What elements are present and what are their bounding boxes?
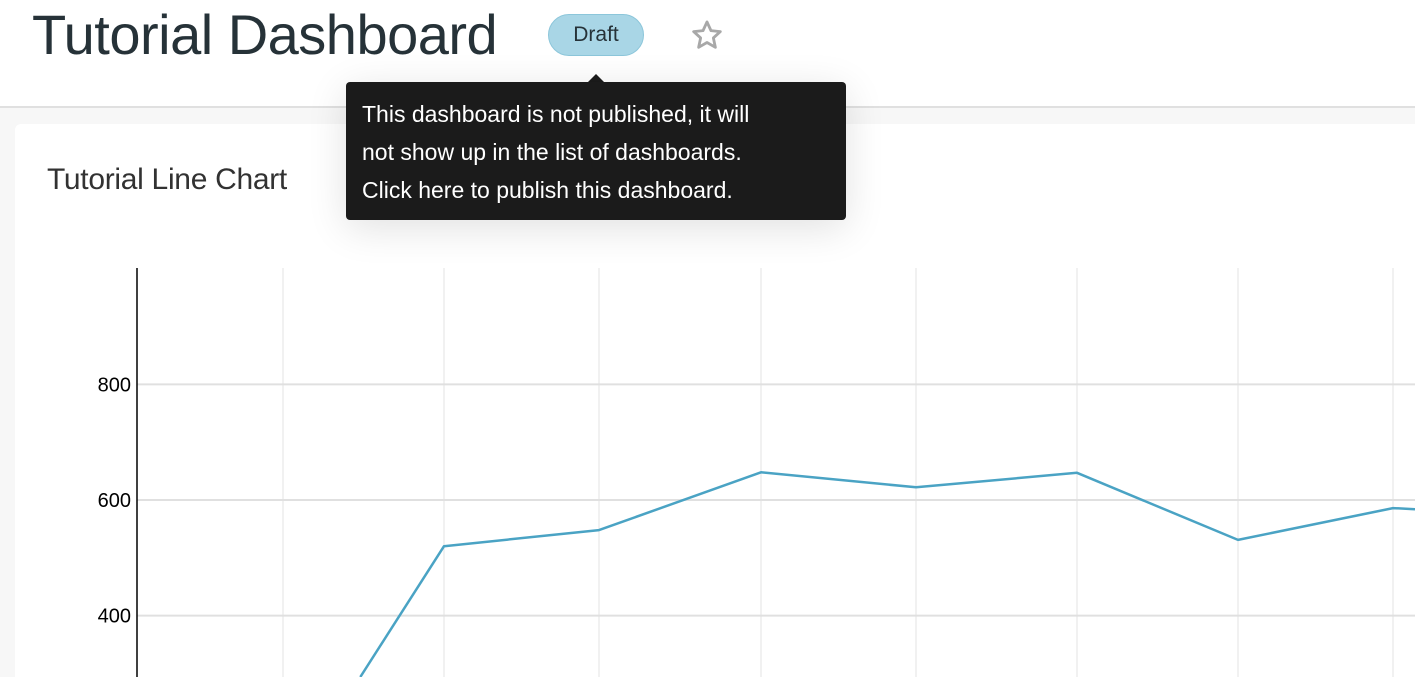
chart-title: Tutorial Line Chart <box>47 163 287 196</box>
draft-status-badge[interactable]: Draft <box>548 14 644 56</box>
tooltip-arrow <box>588 74 604 82</box>
publish-tooltip[interactable]: This dashboard is not published, it will… <box>346 82 846 220</box>
tooltip-line: not show up in the list of dashboards. <box>362 139 742 165</box>
y-tick-label: 400 <box>98 606 131 628</box>
tooltip-line: This dashboard is not published, it will <box>362 101 750 127</box>
series-line <box>359 471 1415 677</box>
star-icon[interactable] <box>690 18 724 52</box>
tooltip-line: Click here to publish this dashboard. <box>362 177 733 203</box>
dashboard-title[interactable]: Tutorial Dashboard <box>32 3 498 66</box>
y-tick-label: 600 <box>98 490 131 512</box>
y-tick-label: 800 <box>98 374 131 396</box>
